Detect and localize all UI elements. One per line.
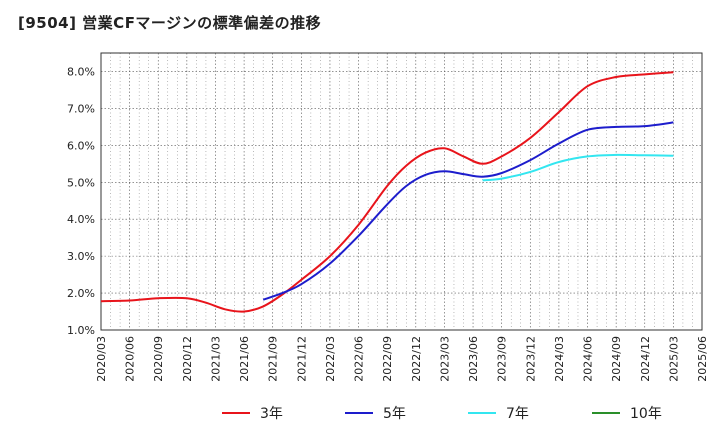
y-tick-label: 1.0% bbox=[67, 324, 95, 337]
chart-title: [9504] 営業CFマージンの標準偏差の推移 bbox=[18, 14, 322, 32]
x-tick-label: 2021/06 bbox=[238, 336, 251, 382]
series-line-1 bbox=[262, 121, 674, 301]
y-tick-label: 6.0% bbox=[67, 139, 95, 152]
plot-area-frame bbox=[100, 52, 703, 331]
x-tick-label: 2023/06 bbox=[467, 336, 480, 382]
x-tick-label: 2022/09 bbox=[381, 336, 394, 382]
y-tick-label: 3.0% bbox=[67, 250, 95, 263]
x-tick-label: 2020/09 bbox=[152, 336, 165, 382]
x-tick-label: 2022/12 bbox=[410, 336, 423, 382]
x-tick-label: 2020/06 bbox=[124, 336, 137, 382]
legend-label-1: 5年 bbox=[383, 406, 406, 422]
x-tick-label: 2020/03 bbox=[95, 336, 108, 382]
legend-label-3: 10年 bbox=[630, 406, 662, 422]
x-tick-label: 2024/06 bbox=[582, 336, 595, 382]
x-tick-label: 2024/09 bbox=[610, 336, 623, 382]
x-tick-label: 2023/09 bbox=[496, 336, 509, 382]
x-tick-label: 2025/06 bbox=[696, 336, 709, 382]
series-line-0 bbox=[100, 71, 674, 313]
x-tick-label: 2025/03 bbox=[667, 336, 680, 382]
x-tick-label: 2022/03 bbox=[324, 336, 337, 382]
x-tick-label: 2024/12 bbox=[639, 336, 652, 382]
x-tick-label: 2021/09 bbox=[267, 336, 280, 382]
y-tick-label: 4.0% bbox=[67, 213, 95, 226]
y-tick-label: 2.0% bbox=[67, 287, 95, 300]
x-tick-label: 2022/06 bbox=[353, 336, 366, 382]
x-tick-label: 2021/03 bbox=[209, 336, 222, 382]
x-tick-label: 2024/03 bbox=[553, 336, 566, 382]
y-tick-label: 7.0% bbox=[67, 102, 95, 115]
y-tick-label: 5.0% bbox=[67, 176, 95, 189]
y-tick-label: 8.0% bbox=[67, 65, 95, 78]
legend-label-0: 3年 bbox=[260, 406, 283, 422]
legend-label-2: 7年 bbox=[506, 406, 529, 422]
x-tick-label: 2023/12 bbox=[524, 336, 537, 382]
series-line-2 bbox=[482, 153, 674, 182]
x-tick-label: 2020/12 bbox=[181, 336, 194, 382]
x-tick-label: 2021/12 bbox=[295, 336, 308, 382]
x-tick-label: 2023/03 bbox=[438, 336, 451, 382]
